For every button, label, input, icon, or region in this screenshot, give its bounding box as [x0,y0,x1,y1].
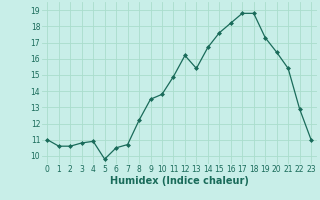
X-axis label: Humidex (Indice chaleur): Humidex (Indice chaleur) [110,176,249,186]
